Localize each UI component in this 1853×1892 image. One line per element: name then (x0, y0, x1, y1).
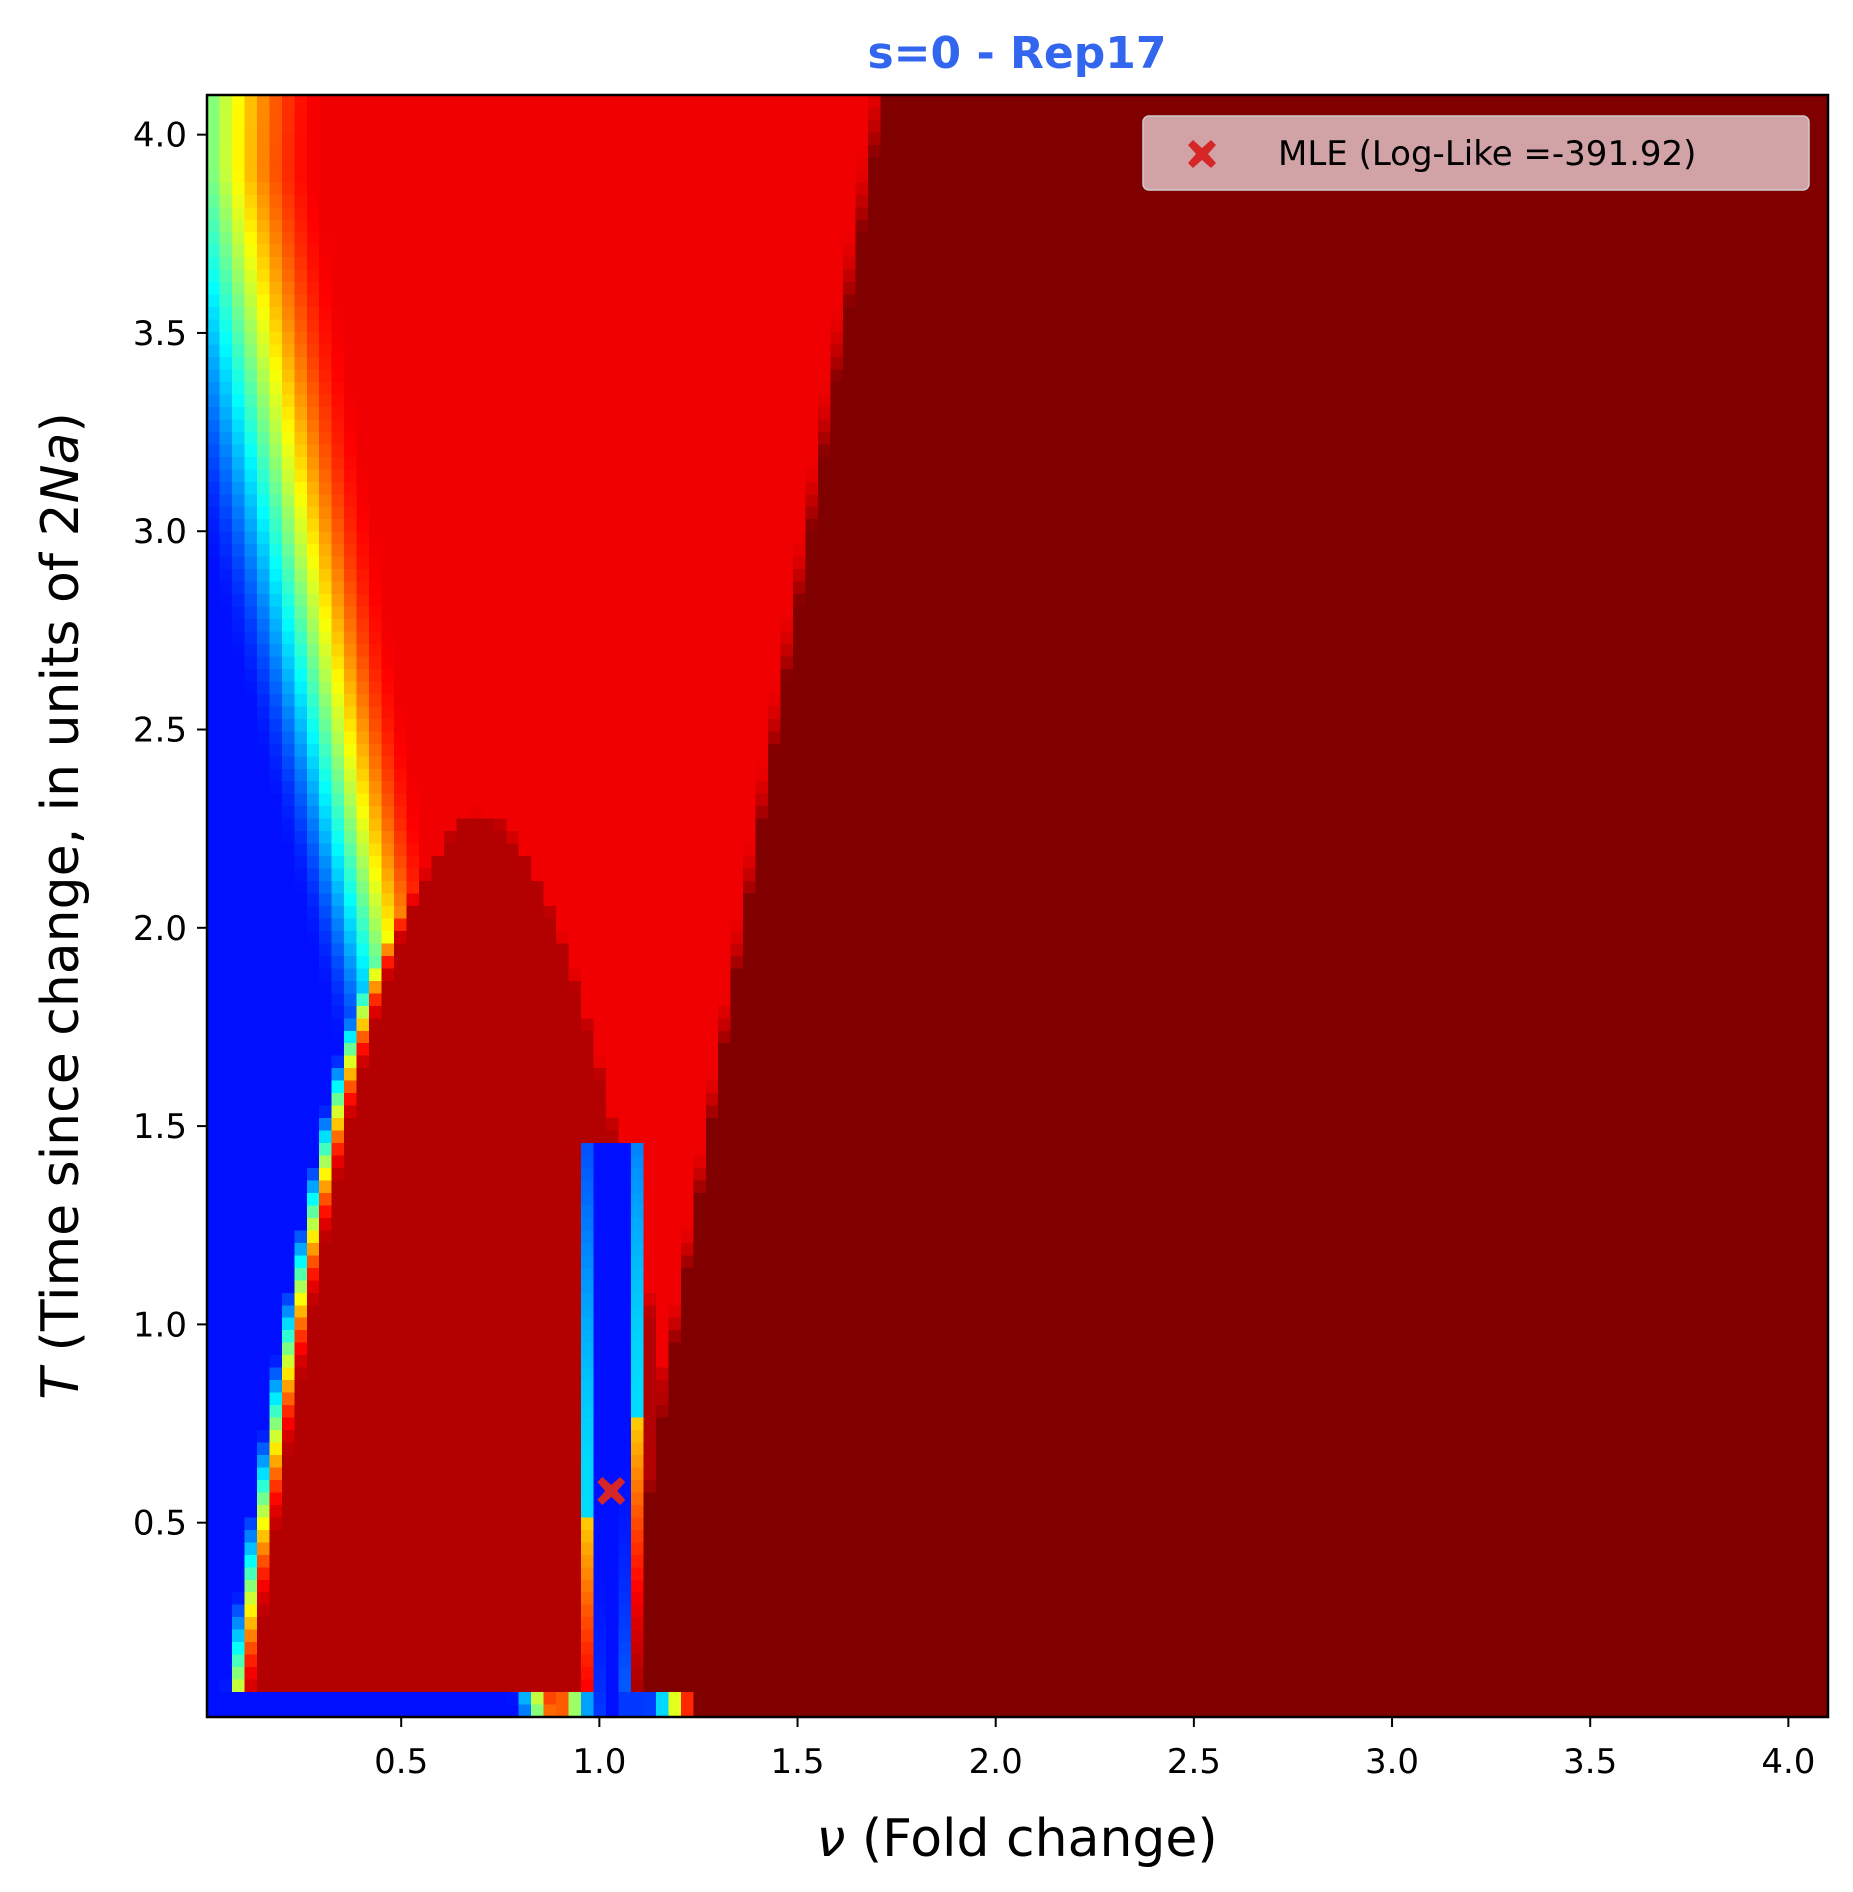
x-tick-label: 1.0 (572, 1742, 626, 1782)
y-tick-label: 2.5 (133, 711, 187, 751)
y-tick-label: 3.5 (133, 314, 187, 354)
x-tick-label: 3.5 (1563, 1742, 1617, 1782)
x-tick-label: 1.5 (770, 1742, 824, 1782)
y-tick-label: 0.5 (133, 1504, 187, 1544)
mle-marker (597, 1477, 626, 1505)
x-axis-text: (Fold change) (845, 1809, 1217, 1869)
y-tick-label: 4.0 (133, 116, 187, 156)
x-tick-label: 3.0 (1365, 1742, 1419, 1782)
y-tick-label: 2.0 (133, 909, 187, 949)
legend-x-icon (1188, 140, 1216, 168)
x-axis-symbol: ν (816, 1809, 845, 1869)
legend-entry-mle: MLE (Log-Like =-391.92) (1278, 134, 1696, 174)
x-tick-label: 4.0 (1761, 1742, 1815, 1782)
chart-title: s=0 - Rep17 (867, 28, 1166, 79)
x-tick-label: 2.0 (969, 1742, 1023, 1782)
y-tick-label: 1.5 (133, 1107, 187, 1147)
legend-marker-icon (1188, 140, 1216, 168)
y-axis-text-pre: (Time since change, in units of 2 (31, 503, 91, 1368)
y-tick-label: 1.0 (133, 1305, 187, 1345)
y-axis-text-italic: Na (31, 433, 91, 504)
y-axis-label: T (Time since change, in units of 2Na) (31, 412, 91, 1400)
legend-box (1142, 115, 1810, 191)
x-axis-label: ν (Fold change) (816, 1809, 1217, 1869)
mle-point (597, 1477, 626, 1505)
heatmap-image (207, 95, 1828, 1717)
heatmap-surface (207, 95, 1828, 1717)
x-tick-label: 0.5 (374, 1742, 428, 1782)
y-axis-symbol: T (31, 1364, 91, 1400)
y-axis-text-post: ) (31, 412, 91, 432)
x-tick-label: 2.5 (1167, 1742, 1221, 1782)
x-axis-ticks: 0.5 1.0 1.5 2.0 2.5 3.0 3.5 4.0 (374, 1717, 1815, 1782)
legend: MLE (Log-Like =-391.92) (1142, 115, 1810, 191)
y-tick-label: 3.0 (133, 512, 187, 552)
y-axis-ticks: 0.5 1.0 1.5 2.0 2.5 3.0 3.5 4.0 (133, 116, 207, 1544)
plot-frame (205, 93, 1830, 1719)
